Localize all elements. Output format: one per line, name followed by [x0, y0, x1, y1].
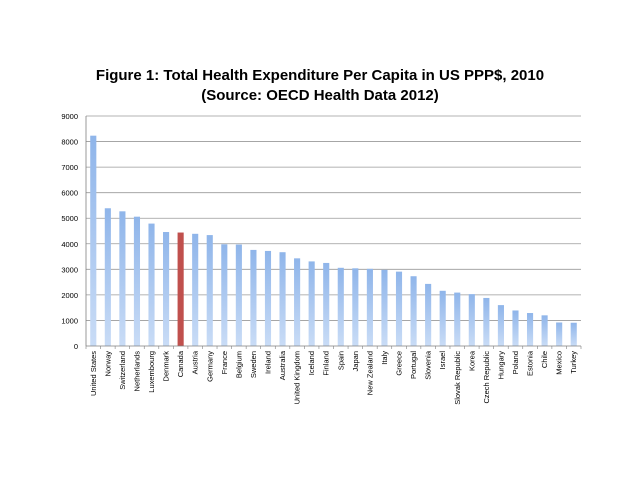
- grid-lines: [86, 115, 581, 321]
- x-tick-label: Denmark: [162, 351, 171, 382]
- bar-slovenia: [425, 283, 432, 346]
- x-tick-label: Ireland: [263, 351, 272, 374]
- bar-new-zealand: [366, 268, 373, 346]
- bar-japan: [352, 268, 359, 346]
- x-tick-label: Iceland: [307, 351, 316, 375]
- x-tick-label: Austria: [191, 350, 200, 374]
- bar-czech-republic: [483, 297, 490, 346]
- y-tick-label: 1000: [61, 316, 78, 325]
- bar-netherlands: [133, 216, 141, 346]
- bar-iceland: [308, 261, 315, 346]
- bar-spain: [337, 267, 344, 346]
- bars: [90, 135, 577, 346]
- x-tick-label: Japan: [351, 351, 360, 371]
- bar-denmark: [163, 232, 170, 346]
- x-tick-label: Czech Republic: [482, 351, 491, 404]
- y-tick-label: 5000: [61, 214, 78, 223]
- bar-france: [221, 244, 228, 346]
- x-tick-label: Sweden: [249, 351, 258, 378]
- x-tick-label: Korea: [467, 350, 476, 371]
- bar-canada: [177, 232, 184, 346]
- bar-luxembourg: [148, 223, 155, 346]
- bar-norway: [104, 208, 111, 346]
- x-tick-label: Spain: [336, 351, 345, 370]
- x-tick-label: United Kingdom: [293, 351, 302, 404]
- x-tick-label: Norway: [103, 351, 112, 377]
- x-tick-label: Germany: [205, 351, 214, 382]
- x-tick-label: Mexico: [555, 351, 564, 375]
- x-tick-label: Belgium: [234, 351, 243, 378]
- bar-ireland: [264, 250, 272, 346]
- bar-israel: [439, 290, 446, 346]
- y-tick-label: 2000: [61, 291, 78, 300]
- bar-portugal: [410, 276, 417, 346]
- x-tick-label: Hungary: [496, 351, 505, 380]
- bar-belgium: [235, 244, 242, 346]
- bar-austria: [192, 233, 199, 346]
- x-tick-label: Chile: [540, 351, 549, 368]
- y-axis: 0 1000 2000 3000 4000 5000 6000 7000 8000 9000: [61, 112, 87, 351]
- bar-slovak-republic: [454, 292, 461, 346]
- x-tick-label: Finland: [322, 351, 331, 376]
- x-tick-label: Poland: [511, 351, 520, 374]
- bar-italy: [381, 269, 388, 346]
- x-tick-label: Slovak Republic: [453, 351, 462, 405]
- x-tick-label: France: [220, 351, 229, 374]
- bar-sweden: [250, 249, 257, 346]
- bar-estonia: [526, 313, 534, 346]
- x-tick-label: Luxembourg: [147, 351, 156, 393]
- x-axis: United States Norway Switzerland Netherland…: [85, 345, 582, 405]
- bar-switzerland: [119, 211, 126, 346]
- bar-united-states: [90, 135, 97, 346]
- y-tick-label: 0: [74, 342, 78, 351]
- chart-title: Figure 1: Total Health Expenditure Per C…: [95, 67, 545, 84]
- y-tick-label: 9000: [61, 112, 78, 121]
- y-tick-label: 7000: [61, 163, 78, 172]
- x-tick-label: Netherlands: [132, 351, 141, 392]
- bar-korea: [468, 294, 475, 346]
- bar-poland: [512, 310, 519, 346]
- x-tick-label: Italy: [380, 351, 389, 365]
- y-tick-label: 6000: [61, 189, 78, 198]
- x-tick-label: Greece: [395, 351, 404, 376]
- y-tick-label: 4000: [61, 240, 78, 249]
- bar-australia: [279, 252, 286, 346]
- x-tick-label: Australia: [278, 350, 287, 380]
- x-tick-label: United States: [89, 351, 98, 396]
- x-tick-label: Slovenia: [424, 350, 433, 380]
- x-tick-label: New Zealand: [365, 351, 374, 395]
- x-tick-label: Canada: [176, 350, 185, 377]
- bar-united-kingdom: [294, 258, 301, 346]
- bar-germany: [206, 235, 213, 346]
- bar-mexico: [556, 322, 563, 346]
- bar-greece: [395, 271, 403, 346]
- x-tick-label: Portugal: [409, 351, 418, 379]
- x-tick-label: Switzerland: [118, 351, 127, 390]
- bar-turkey: [570, 322, 577, 346]
- chart-subtitle: (Source: OECD Health Data 2012): [201, 87, 439, 104]
- bar-chile: [541, 315, 548, 346]
- x-tick-label: Estonia: [526, 350, 535, 376]
- y-tick-label: 3000: [61, 265, 78, 274]
- y-tick-label: 8000: [61, 138, 78, 147]
- x-tick-label: Israel: [438, 351, 447, 370]
- bar-finland: [323, 262, 330, 346]
- bar-hungary: [497, 305, 504, 346]
- x-tick-label: Turkey: [569, 351, 578, 374]
